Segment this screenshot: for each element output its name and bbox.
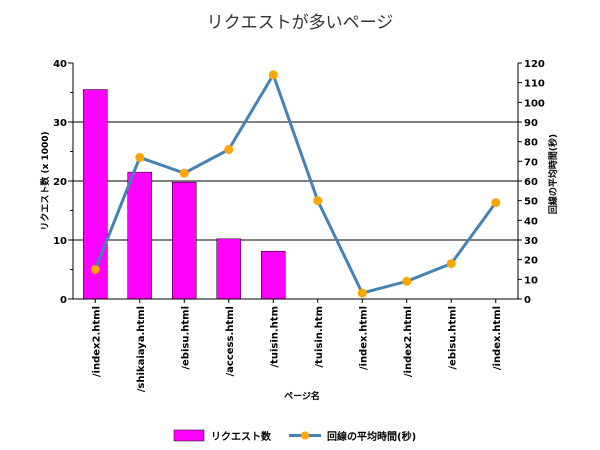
legend: リクエスト数 回線の平均時間(秒) [173,429,416,443]
point [446,259,456,269]
bar [83,89,108,300]
point [313,196,323,206]
legend-bar-swatch [173,429,205,442]
right-tick-label: 10 [524,275,538,286]
right-tick-label: 0 [524,295,531,306]
point [357,288,367,298]
left-axis-title: リクエスト数 (x 1000) [39,131,51,230]
right-tick-label: 100 [524,98,545,109]
x-tick-label: /index2.html [403,306,414,377]
x-tick-label: /index.html [492,306,503,370]
x-tick-label: /access.html [225,306,236,377]
x-tick-label: /index.html [358,306,369,370]
point [90,265,100,274]
legend-label-requests: リクエスト数 [211,430,272,443]
bar [261,250,286,300]
point [135,152,145,162]
left-tick-label: 10 [53,236,67,247]
bar [127,171,152,300]
legend-label-avg-time: 回線の平均時間(秒) [327,430,416,443]
point [402,276,412,286]
right-axis-ticks: 0 10 20 30 40 50 60 70 80 90 100 110 120 [518,59,545,306]
right-tick-label: 50 [524,197,538,208]
right-tick-label: 110 [524,79,545,90]
right-tick-label: 60 [524,177,538,188]
chart-title: リクエストが多いページ [207,13,394,33]
x-axis-title: ページ名 [284,390,320,402]
bars [83,89,286,300]
point [224,145,234,155]
point [491,198,501,208]
left-tick-label: 20 [53,177,67,188]
point [268,70,278,80]
right-tick-label: 120 [524,59,545,70]
right-tick-label: 20 [524,256,538,267]
x-tick-label: /ebisu.html [180,306,191,370]
left-tick-label: 40 [53,59,67,70]
right-tick-label: 40 [524,216,538,227]
series-line [93,73,497,295]
left-tick-label: 30 [53,118,67,129]
legend-marker-swatch [301,431,309,440]
point [179,168,189,178]
right-axis-title: 回線の平均時間(秒) [547,134,559,214]
x-tick-label: /ebisu.html [447,306,458,370]
x-tick-label: /shikaiaya.html [136,306,147,392]
left-axis-ticks: 0 10 20 30 40 [53,59,73,306]
right-tick-label: 90 [524,118,538,129]
line-series [90,70,501,298]
bar [172,181,197,300]
bar [216,238,241,300]
x-tick-label: /index2.html [91,306,102,377]
right-tick-label: 80 [524,138,538,149]
left-tick-label: 0 [60,295,67,306]
x-tick-label: /tuisin.htm [314,306,325,368]
right-tick-label: 70 [524,157,538,168]
x-axis-ticks: /index2.html/shikaiaya.html/ebisu.html/a… [91,299,503,392]
right-tick-label: 30 [524,236,538,247]
x-tick-label: /tuisin.htm [269,306,280,368]
